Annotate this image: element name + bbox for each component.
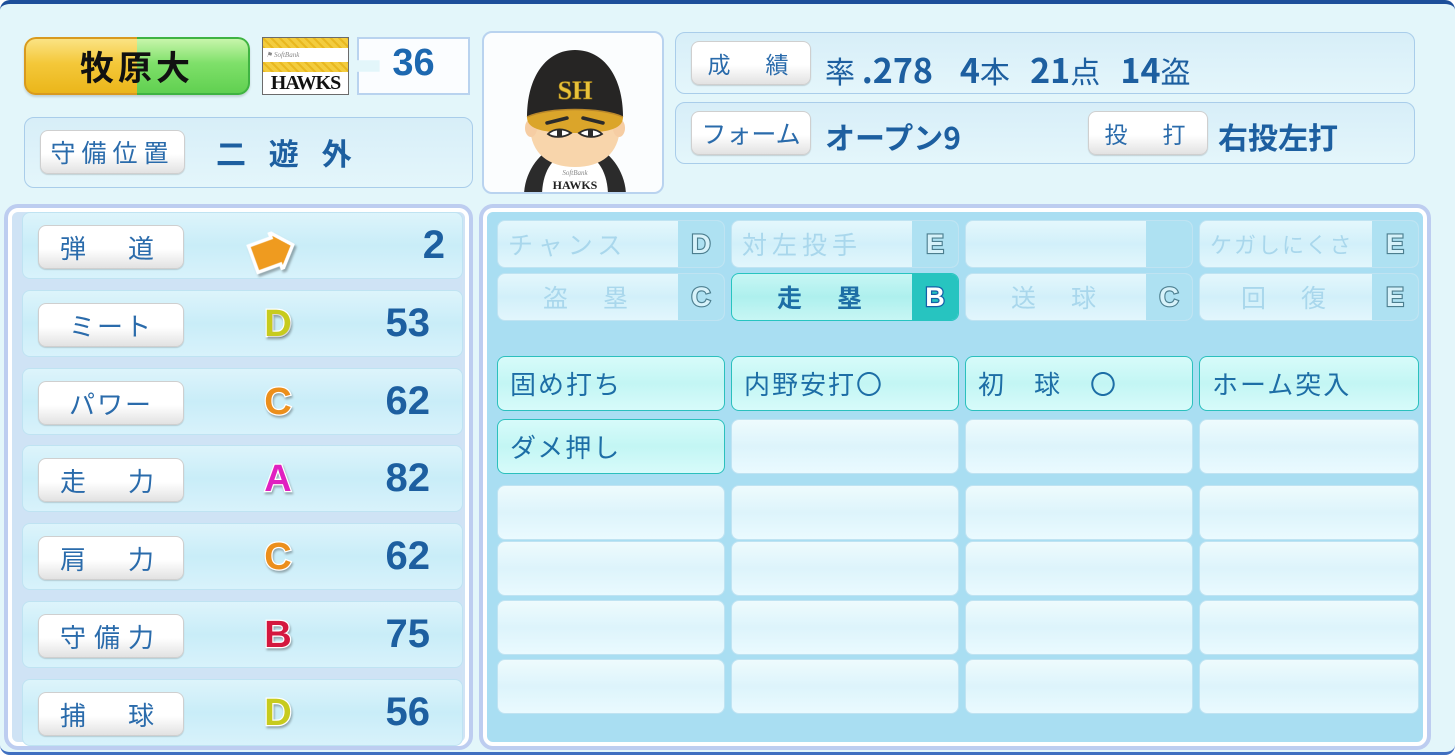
svg-text:SH: SH: [558, 76, 593, 105]
svg-text:SoftBank: SoftBank: [562, 169, 588, 177]
svg-text:HAWKS: HAWKS: [553, 178, 598, 192]
